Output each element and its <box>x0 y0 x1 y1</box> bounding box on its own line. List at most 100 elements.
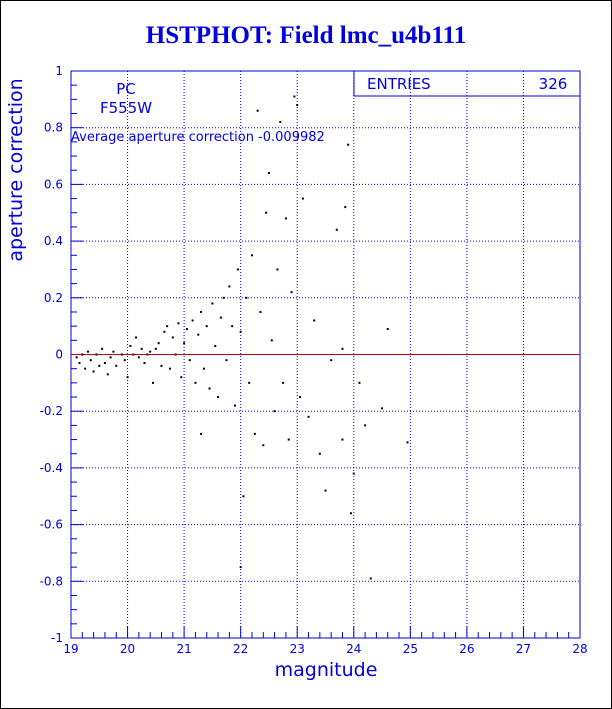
data-point <box>86 350 89 353</box>
data-point <box>381 407 384 410</box>
data-point <box>276 268 279 271</box>
data-point <box>231 325 234 328</box>
data-point <box>152 381 155 384</box>
data-point <box>106 373 109 376</box>
data-point <box>344 206 347 209</box>
data-point <box>236 268 239 271</box>
data-point <box>140 347 143 350</box>
data-point <box>225 359 228 362</box>
data-point <box>126 376 129 379</box>
data-point <box>256 109 259 112</box>
data-point <box>180 376 183 379</box>
data-point <box>129 344 132 347</box>
data-point <box>239 566 242 569</box>
data-point <box>239 330 242 333</box>
data-point <box>335 228 338 231</box>
x-tick-label: 21 <box>176 642 191 656</box>
data-point <box>78 362 81 365</box>
filter-label: F555W <box>100 99 152 117</box>
data-point <box>217 396 220 399</box>
data-point <box>200 432 203 435</box>
data-point <box>92 370 95 373</box>
camera-label: PC <box>116 80 136 98</box>
data-point <box>352 472 355 475</box>
data-point <box>157 342 160 345</box>
data-point <box>282 381 285 384</box>
y-tick-label: 0.8 <box>44 121 63 135</box>
x-tick-label: 20 <box>120 642 135 656</box>
axes: 19 20 21 22 23 24 25 26 27 28 -1 -0.8 -0.6 -0.4 -0.2 0 0… <box>40 64 588 656</box>
y-tick-label: -0.6 <box>40 518 63 532</box>
data-point <box>287 438 290 441</box>
data-point <box>103 362 106 365</box>
data-point <box>183 342 186 345</box>
data-point <box>132 353 135 356</box>
data-point <box>341 438 344 441</box>
data-point <box>347 143 350 146</box>
stats-box: ENTRIES 326 <box>353 70 581 97</box>
data-point <box>81 353 84 356</box>
average-correction-label: Average aperture correction -0.009982 <box>71 130 325 145</box>
data-point <box>228 285 231 288</box>
data-point <box>135 336 138 339</box>
data-point <box>115 364 118 367</box>
data-point <box>248 381 251 384</box>
data-point <box>191 319 194 322</box>
y-tick-label: 0.2 <box>44 291 63 305</box>
data-point <box>273 410 276 413</box>
data-point <box>174 353 177 356</box>
data-point <box>188 359 191 362</box>
data-point <box>95 353 98 356</box>
data-point <box>265 211 268 214</box>
data-point <box>284 217 287 220</box>
data-point <box>250 254 253 257</box>
data-point <box>293 95 296 98</box>
y-tick-label: -0.4 <box>40 461 63 475</box>
data-point <box>296 104 299 107</box>
stats-entries-value: 326 <box>539 75 568 93</box>
x-tick-label: 27 <box>516 642 531 656</box>
data-point <box>406 441 409 444</box>
data-point <box>205 325 208 328</box>
data-point <box>318 452 321 455</box>
data-point <box>185 327 188 330</box>
data-point <box>313 319 316 322</box>
data-point <box>101 347 104 350</box>
data-point <box>349 512 352 515</box>
data-point <box>160 364 163 367</box>
data-point <box>208 387 211 390</box>
y-axis-label: aperture correction <box>5 78 27 261</box>
data-point <box>219 316 222 319</box>
x-tick-label: 19 <box>63 642 78 656</box>
data-point <box>364 424 367 427</box>
x-axis-label: magnitude <box>275 659 378 681</box>
data-point <box>262 444 265 447</box>
data-point <box>143 362 146 365</box>
data-point <box>222 296 225 299</box>
data-point <box>267 172 270 175</box>
data-point <box>89 359 92 362</box>
data-point <box>197 333 200 336</box>
data-point <box>200 310 203 313</box>
data-point <box>177 322 180 325</box>
data-point <box>234 404 237 407</box>
data-point <box>369 577 372 580</box>
y-tick-label: 0.6 <box>44 177 63 191</box>
y-tick-label: -1 <box>51 631 63 645</box>
y-tick-label: 1 <box>55 64 63 78</box>
data-point <box>168 367 171 370</box>
data-point <box>270 339 273 342</box>
data-point <box>358 381 361 384</box>
data-point <box>211 302 214 305</box>
data-point <box>194 381 197 384</box>
y-tick-label: 0 <box>55 348 63 362</box>
x-tick-label: 24 <box>346 642 361 656</box>
x-tick-label: 23 <box>290 642 305 656</box>
data-point <box>120 353 123 356</box>
data-point <box>149 350 152 353</box>
data-point <box>214 344 217 347</box>
y-tick-label: -0.2 <box>40 404 63 418</box>
data-point <box>324 489 327 492</box>
data-point <box>75 356 78 359</box>
